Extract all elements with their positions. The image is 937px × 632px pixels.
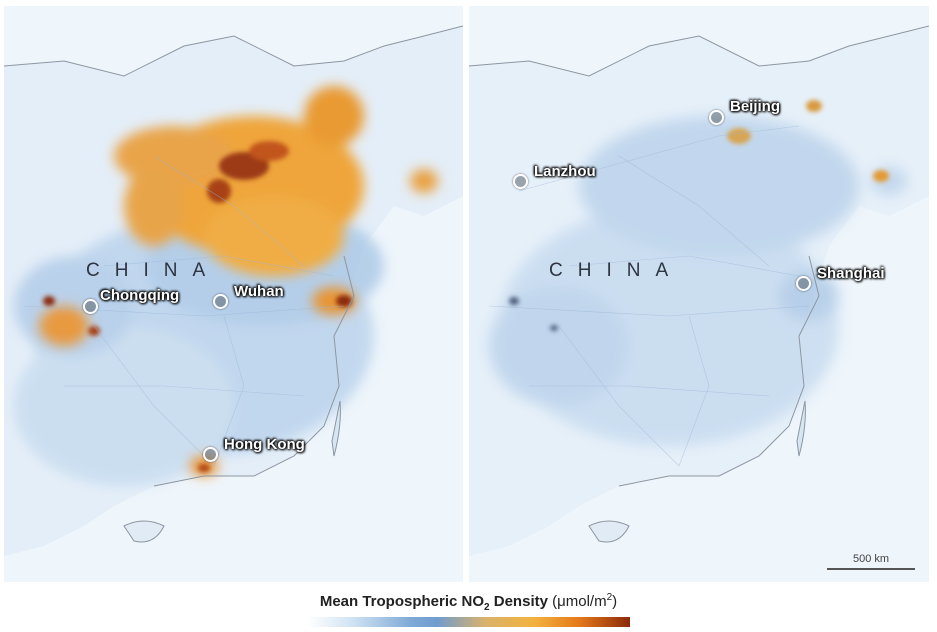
map-panel-after: CHINA Beijing Lanzhou Shanghai 500 km [469, 6, 929, 582]
city-label: Beijing [730, 98, 781, 115]
no2-moderate-spots [509, 100, 889, 331]
legend-title-subscript: 2 [484, 602, 490, 613]
scale-bar: 500 km [827, 553, 915, 570]
country-label-china: CHINA [86, 260, 221, 281]
legend-title-rest: Density [489, 593, 548, 610]
legend-colorbar [307, 617, 630, 627]
border-line [469, 25, 929, 77]
no2-high-region [39, 86, 438, 476]
scale-bar-label: 500 km [852, 553, 890, 565]
city-hong-kong: Hong Kong [203, 436, 305, 462]
legend: Mean Tropospheric NO2 Density (μmol/m2) [0, 592, 937, 627]
city-shanghai: Shanghai [796, 265, 885, 291]
scale-bar-line [827, 568, 915, 570]
taiwan-island [796, 400, 806, 457]
no2-map-before [4, 6, 463, 582]
map-panel-before: CHINA Chongqing Wuhan Hong Kong [4, 6, 463, 582]
city-marker-icon [83, 299, 98, 314]
city-marker-icon [709, 110, 724, 125]
no2-map-after [469, 6, 929, 582]
legend-title: Mean Tropospheric NO2 Density (μmol/m2) [0, 592, 937, 613]
city-wuhan: Wuhan [213, 283, 284, 309]
city-beijing: Beijing [709, 98, 780, 125]
legend-unit: (μmol/m2) [552, 592, 618, 610]
city-lanzhou: Lanzhou [513, 163, 596, 189]
legend-unit-suffix: ) [612, 593, 618, 610]
city-label: Hong Kong [224, 436, 305, 453]
country-label-china: CHINA [549, 260, 684, 281]
city-label: Lanzhou [534, 163, 596, 180]
city-marker-icon [513, 174, 528, 189]
city-label: Shanghai [817, 265, 885, 282]
city-chongqing: Chongqing [83, 287, 179, 314]
city-marker-icon [213, 294, 228, 309]
legend-unit-prefix: (μmol/m [552, 593, 607, 610]
legend-title-main: Mean Tropospheric NO [319, 593, 485, 610]
taiwan-island [331, 400, 341, 457]
coastline [618, 255, 820, 487]
hainan-island [123, 520, 165, 543]
border-line [4, 25, 463, 77]
blue-haze [489, 116, 907, 446]
coastline [153, 255, 355, 487]
city-marker-icon [796, 276, 811, 291]
city-label: Wuhan [234, 283, 284, 300]
no2-hotspots [43, 141, 352, 472]
road-network [488, 125, 810, 467]
city-marker-icon [203, 447, 218, 462]
hainan-island [588, 520, 630, 543]
legend-unit-superscript: 2 [606, 592, 613, 603]
city-label: Chongqing [100, 287, 180, 304]
